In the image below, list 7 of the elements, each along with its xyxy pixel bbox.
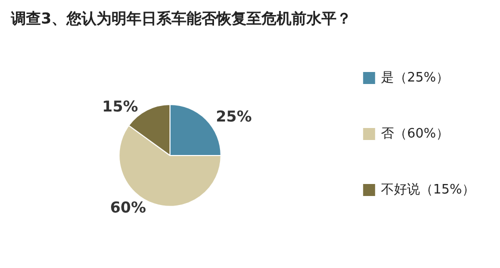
legend-label: 否（60%）	[381, 126, 450, 142]
data-label: 60%	[110, 198, 146, 217]
chart-title: 调查3、您认为明年日系车能否恢复至危机前水平？	[10, 10, 352, 28]
legend-label: 是（25%）	[381, 70, 450, 86]
legend-label: 不好说（15%）	[381, 182, 476, 198]
data-label: 25%	[216, 108, 252, 126]
data-label: 15%	[102, 98, 138, 116]
